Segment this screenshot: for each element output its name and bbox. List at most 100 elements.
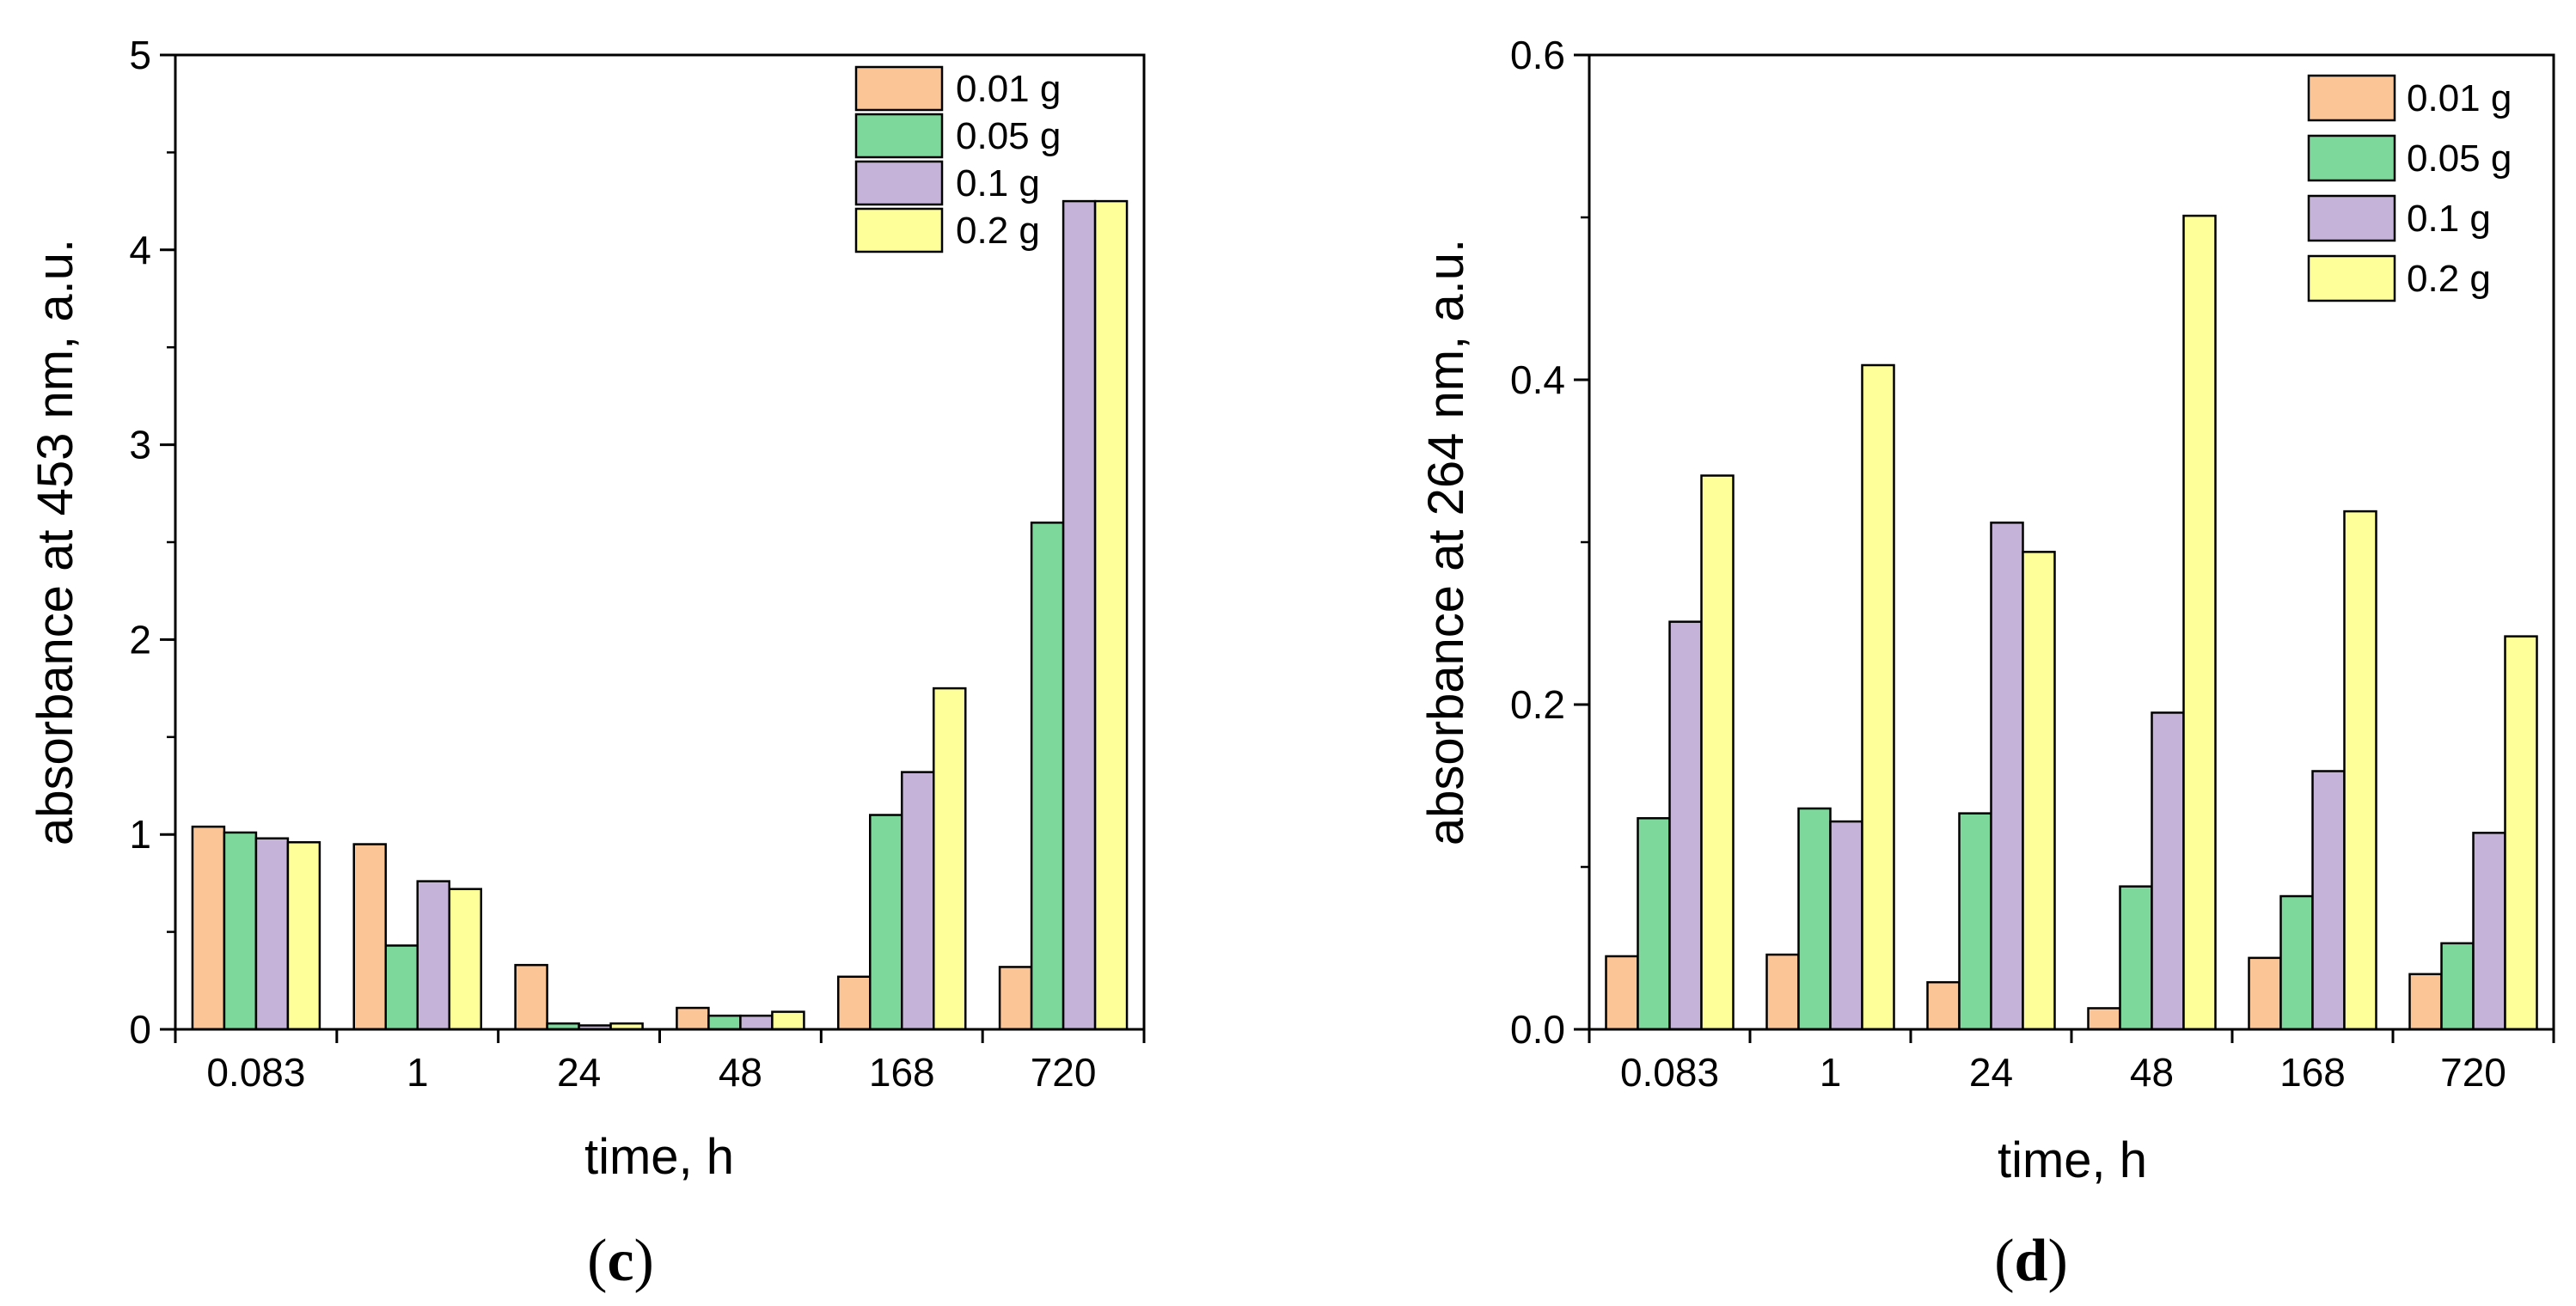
bar-0_1g-t0_083	[1668, 620, 1703, 1031]
y-tick-label: 1	[129, 812, 151, 857]
bar-0_05g-t0_083	[223, 831, 258, 1031]
legend-label: 0.2 g	[956, 210, 1040, 252]
bar-0_2g-t168	[2343, 510, 2377, 1031]
y-axis: 0 1 2 3 4 5	[129, 33, 175, 1052]
legend-label: 0.1 g	[2407, 198, 2491, 240]
bar-0_2g-t1	[448, 888, 482, 1031]
bar-0_01g-t48	[676, 1006, 710, 1031]
y-tick-label: 4	[129, 228, 151, 272]
y-axis: 0.0 0.2 0.4 0.6	[1510, 33, 1589, 1052]
x-tick-label: 720	[1031, 1050, 1097, 1095]
bar-0_2g-t0_083	[286, 841, 321, 1031]
bar-0_05g-t24	[1958, 812, 1992, 1031]
legend-label: 0.05 g	[2407, 137, 2512, 180]
bar-0_01g-t1	[1765, 953, 1800, 1031]
legend: 0.01 g 0.05 g 0.1 g 0.2 g	[854, 65, 1061, 253]
bar-0_1g-t1	[1829, 820, 1863, 1031]
bar-0_1g-t168	[901, 771, 935, 1031]
bar-0_01g-t720	[998, 966, 1033, 1031]
bar-0_05g-t720	[1030, 522, 1065, 1031]
bar-0_05g-t1	[384, 944, 419, 1031]
bar-0_2g-t1	[1861, 363, 1895, 1031]
bar-0_05g-t48	[2119, 885, 2153, 1031]
y-tick-label: 0	[129, 1007, 151, 1052]
x-axis: 0.083 1 24 48 168 720	[174, 1029, 1146, 1095]
legend-swatch	[854, 160, 944, 206]
legend-label: 0.2 g	[2407, 258, 2491, 300]
bar-0_01g-t24	[514, 963, 548, 1031]
legend-swatch	[854, 113, 944, 159]
y-tick-label: 0.0	[1510, 1007, 1565, 1052]
bar-0_01g-t168	[837, 975, 872, 1031]
x-tick-label: 720	[2440, 1050, 2506, 1095]
panel-label-close: )	[634, 1228, 654, 1294]
x-tick-label: 24	[557, 1050, 601, 1095]
y-tick-label: 5	[129, 33, 151, 77]
x-tick-label: 1	[407, 1050, 429, 1095]
y-tick-label: 3	[129, 423, 151, 467]
panel-label-letter: d	[2015, 1228, 2048, 1294]
legend-swatch	[854, 207, 944, 253]
bar-0_01g-t720	[2408, 973, 2443, 1031]
x-tick-label: 168	[869, 1050, 935, 1095]
y-tick-label: 0.6	[1510, 33, 1565, 77]
bar-0_01g-t24	[1926, 980, 1961, 1031]
bar-0_05g-t720	[2440, 942, 2475, 1031]
bar-0_01g-t168	[2248, 956, 2282, 1031]
bar-0_01g-t48	[2087, 1007, 2121, 1031]
panel-label-close: )	[2047, 1228, 2067, 1294]
x-axis-title: time, h	[1998, 1132, 2147, 1188]
bar-0_01g-t1	[352, 843, 387, 1031]
bar-0_01g-t0_083	[191, 825, 226, 1031]
bar-0_1g-t720	[1062, 199, 1097, 1031]
bar-0_1g-t720	[2472, 832, 2506, 1031]
x-axis-title: time, h	[584, 1129, 734, 1185]
bar-0_01g-t0_083	[1605, 955, 1639, 1031]
bar-0_2g-t48	[2182, 214, 2217, 1031]
legend-swatch	[854, 65, 944, 112]
y-axis-title: absorbance at 264 nm, a.u.	[1418, 239, 1474, 845]
bar-0_1g-t0_083	[254, 837, 290, 1031]
panel-label-open: (	[587, 1228, 607, 1294]
bar-0_1g-t1	[416, 880, 450, 1031]
legend-label: 0.01 g	[956, 68, 1061, 110]
panel-label: (d)	[1994, 1228, 2068, 1294]
bar-0_05g-t48	[707, 1014, 742, 1031]
bars	[191, 199, 1129, 1031]
x-axis: 0.083 1 24 48 168 720	[1588, 1029, 2555, 1095]
x-tick-label: 24	[1969, 1050, 2013, 1095]
bar-0_1g-t168	[2311, 770, 2346, 1031]
bar-0_1g-t24	[1990, 522, 2024, 1031]
panel-label-letter: c	[607, 1228, 633, 1294]
x-tick-label: 48	[719, 1050, 762, 1095]
bar-0_2g-t720	[2504, 635, 2538, 1031]
legend-label: 0.1 g	[956, 162, 1040, 204]
x-tick-label: 0.083	[206, 1050, 305, 1095]
legend-swatch	[2307, 194, 2396, 242]
bar-0_05g-t168	[2279, 894, 2314, 1031]
bar-0_2g-t24	[2022, 551, 2056, 1031]
legend-label: 0.05 g	[956, 115, 1061, 157]
bar-0_2g-t0_083	[1700, 474, 1735, 1031]
y-tick-label: 0.4	[1510, 357, 1565, 402]
x-tick-label: 48	[2130, 1050, 2174, 1095]
bar-0_05g-t1	[1797, 807, 1832, 1031]
x-tick-label: 1	[1820, 1050, 1842, 1095]
panel-label-open: (	[1994, 1228, 2014, 1294]
legend-swatch	[2307, 254, 2396, 302]
bar-0_2g-t720	[1093, 199, 1129, 1031]
chart-panel-c: 0 1 2 3 4 5 0.083 1 24 48 168 720 time, h absorbance …	[28, 33, 1146, 1294]
panel-label: (c)	[587, 1228, 654, 1294]
legend-label: 0.01 g	[2407, 77, 2512, 119]
chart-panel-d: 0.0 0.2 0.4 0.6 0.083 1 24 48 168 720 time, h absor…	[1418, 33, 2555, 1294]
bars	[1605, 214, 2538, 1031]
x-tick-label: 168	[2279, 1050, 2346, 1095]
x-tick-label: 0.083	[1620, 1050, 1719, 1095]
bar-0_2g-t168	[933, 687, 967, 1031]
bar-0_2g-t48	[771, 1010, 805, 1031]
legend-swatch	[2307, 134, 2396, 182]
legend: 0.01 g 0.05 g 0.1 g 0.2 g	[2307, 74, 2512, 302]
y-axis-title: absorbance at 453 nm, a.u.	[28, 239, 83, 845]
bar-0_1g-t48	[739, 1014, 774, 1031]
